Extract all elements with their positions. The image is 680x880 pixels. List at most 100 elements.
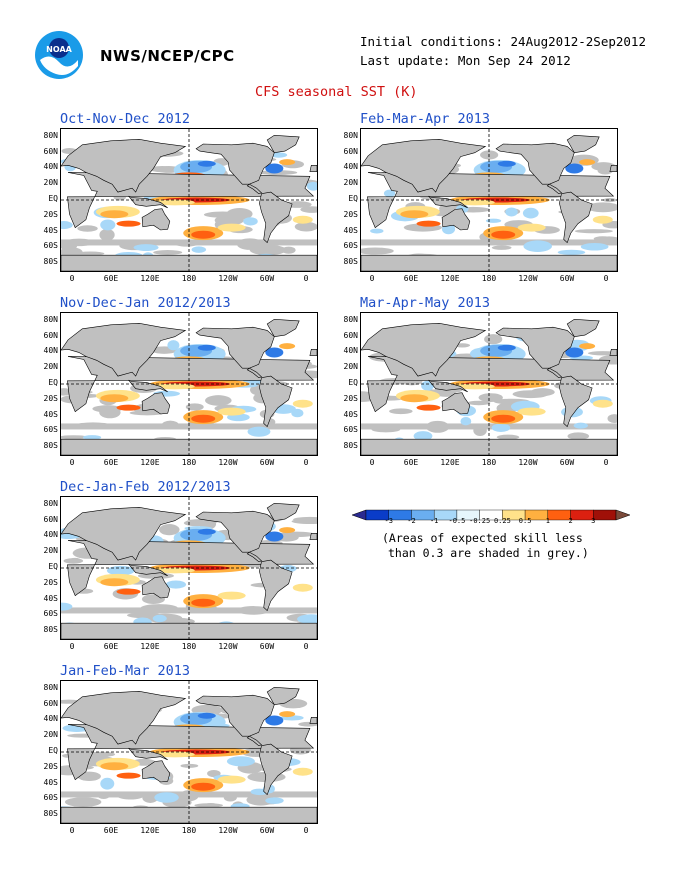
lon-label: 0 (69, 274, 75, 283)
last-update: Last update: Mon Sep 24 2012 (360, 53, 571, 68)
lon-label: 60E (403, 458, 419, 467)
lat-label: 80S (43, 441, 58, 451)
lon-label: 60W (259, 274, 275, 283)
lat-label: 20S (343, 209, 358, 219)
panel-title: Mar-Apr-May 2013 (360, 295, 491, 311)
lat-label: 60S (343, 425, 358, 435)
lon-label: 60W (259, 458, 275, 467)
lon-label: 120E (440, 274, 460, 283)
lat-label: 40N (43, 530, 58, 540)
lon-label: 60E (103, 826, 119, 835)
colorbar-segment (593, 509, 617, 521)
lat-label: 60S (43, 425, 58, 435)
lat-label: 20N (343, 362, 358, 372)
skill-note-line1: (Areas of expected skill less (382, 531, 583, 545)
map-canvas (361, 129, 617, 271)
lat-label: 80N (43, 682, 58, 692)
lon-label: 60E (103, 642, 119, 651)
lon-label: 0 (69, 642, 75, 651)
lat-label: EQ (348, 378, 358, 387)
lat-label: 40S (343, 225, 358, 235)
lon-label: 120E (440, 458, 460, 467)
lat-label: 20S (343, 393, 358, 403)
colorbar-label: -1 (429, 517, 439, 525)
lon-label: 0 (603, 274, 609, 283)
skill-note-line2: than 0.3 are shaded in grey.) (388, 546, 589, 560)
lon-label: 60E (103, 458, 119, 467)
lat-label: 20S (43, 393, 58, 403)
map-canvas (61, 129, 317, 271)
panel-title: Oct-Nov-Dec 2012 (60, 111, 191, 127)
lon-label: 120W (218, 274, 238, 283)
colorbar-label: -2 (407, 517, 416, 525)
lat-label: EQ (48, 746, 58, 755)
map-canvas (61, 313, 317, 455)
lon-label: 0 (369, 458, 375, 467)
lat-label: 40N (343, 162, 358, 172)
logo-text: NOAA (46, 45, 72, 54)
lat-label: 40S (43, 777, 58, 787)
lon-label: 180 (181, 826, 197, 835)
lat-label: 40S (43, 225, 58, 235)
lon-label: 0 (369, 274, 375, 283)
lat-label: 60S (343, 241, 358, 251)
lon-label: 0 (69, 826, 75, 835)
lat-label: 20S (43, 209, 58, 219)
lat-label: 20S (43, 761, 58, 771)
lon-label: 60W (259, 642, 275, 651)
map-canvas (361, 313, 617, 455)
lon-label: 120W (518, 274, 538, 283)
lat-label: 80S (43, 257, 58, 267)
lat-label: 80N (43, 314, 58, 324)
lat-label: 20S (43, 577, 58, 587)
sst-map (60, 680, 318, 824)
colorbar-label: 1 (545, 517, 550, 525)
lat-label: 80N (43, 130, 58, 140)
lon-label: 0 (303, 274, 309, 283)
sst-map (60, 128, 318, 272)
sst-map (360, 312, 618, 456)
map-canvas (61, 681, 317, 823)
lat-label: EQ (48, 378, 58, 387)
org-name: NWS/NCEP/CPC (100, 47, 235, 65)
lat-label: 80S (343, 441, 358, 451)
main-title: CFS seasonal SST (K) (255, 84, 418, 100)
lat-label: 40N (43, 162, 58, 172)
lat-label: 60N (43, 146, 58, 156)
colorbar-label: 0.25 (493, 517, 511, 525)
colorbar-segment (570, 509, 594, 521)
lon-label: 180 (481, 274, 497, 283)
lon-label: 120W (218, 826, 238, 835)
lat-label: 80N (343, 314, 358, 324)
lon-label: 60E (403, 274, 419, 283)
colorbar-label: 3 (591, 517, 596, 525)
lon-label: 120W (218, 458, 238, 467)
colorbar-label: 0.5 (518, 517, 532, 525)
colorbar-right-arrow (615, 509, 631, 521)
lat-label: 60S (43, 793, 58, 803)
lon-label: 180 (481, 458, 497, 467)
lat-label: 80N (343, 130, 358, 140)
lat-label: 80S (343, 257, 358, 267)
colorbar-label: 2 (568, 517, 573, 525)
lon-label: 120E (140, 458, 160, 467)
lon-label: 0 (303, 642, 309, 651)
panel-title: Nov-Dec-Jan 2012/2013 (60, 295, 231, 311)
lon-label: 60W (559, 274, 575, 283)
colorbar-label: -0.25 (469, 517, 491, 525)
lon-label: 180 (181, 642, 197, 651)
lat-label: 20N (43, 178, 58, 188)
panel-title: Feb-Mar-Apr 2013 (360, 111, 491, 127)
colorbar-left-arrow (351, 509, 367, 521)
lat-label: 80S (43, 625, 58, 635)
lat-label: 60N (343, 146, 358, 156)
colorbar-segment (547, 509, 571, 521)
lat-label: 20N (343, 178, 358, 188)
lon-label: 120W (218, 642, 238, 651)
colorbar-svg (351, 509, 631, 521)
lat-label: 20N (43, 546, 58, 556)
lon-label: 0 (603, 458, 609, 467)
lon-label: 180 (181, 274, 197, 283)
colorbar-label: -3 (384, 517, 393, 525)
lat-label: 40N (43, 714, 58, 724)
